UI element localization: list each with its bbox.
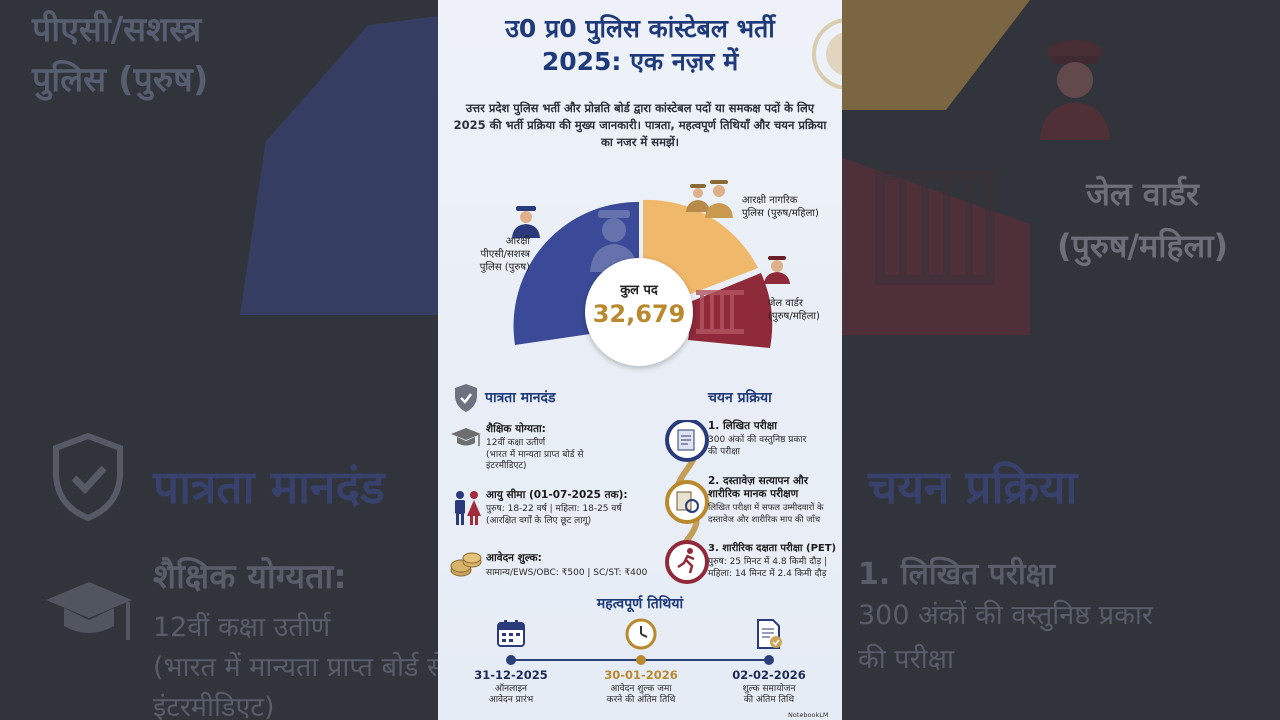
step-3-title: 3. शारीरिक दक्षता परीक्षा (PET) bbox=[708, 543, 837, 554]
education-text: 12वीं कक्षा उतीर्ण (भारत में मान्यता प्र… bbox=[486, 438, 584, 471]
bg-left-heading: पीएसी/सशस्त्र पुलिस (पुरुष) bbox=[32, 10, 209, 100]
document-check-date-icon bbox=[757, 619, 782, 649]
civil-police-icon bbox=[686, 180, 733, 218]
jail-icon bbox=[696, 290, 744, 334]
education-title: शैक्षिक योग्यता: bbox=[486, 423, 546, 435]
total-posts-label: कुल पद bbox=[620, 283, 658, 298]
bg-jail-icon bbox=[875, 170, 995, 285]
age-text: पुरुष: 18-22 वर्ष | महिला: 18-25 वर्ष (आ… bbox=[486, 504, 622, 526]
exam-paper-icon bbox=[677, 429, 695, 451]
bg-eligibility-heading: पात्रता मानदंड bbox=[153, 460, 385, 514]
posts-chart: आरक्षी पीएसी/सशस्त्र पुलिस (पुरुष) आरक्ष… bbox=[438, 180, 842, 380]
bg-selection-heading: चयन प्रक्रिया bbox=[868, 460, 1078, 514]
bg-shield-icon bbox=[53, 432, 123, 522]
brand-watermark: NotebookLM bbox=[788, 711, 829, 719]
date-3-desc: शुल्क समायोजन की अंतिम तिथि bbox=[742, 684, 796, 705]
calendar-icon bbox=[497, 620, 525, 647]
fee-text: सामान्य/EWS/OBC: ₹500 | SC/ST: ₹400 bbox=[486, 568, 648, 578]
date-2: 30-01-2026 bbox=[604, 668, 678, 682]
coins-icon bbox=[450, 552, 482, 577]
step-2-title: 2. दस्तावेज़ सत्यापन और शारीरिक मानक परी… bbox=[708, 475, 809, 500]
step-1-title: 1. लिखित परीक्षा bbox=[708, 420, 777, 432]
page-subtitle: उत्तर प्रदेश पुलिस भर्ती और प्रोन्नति बो… bbox=[453, 101, 827, 149]
shield-check-icon bbox=[455, 384, 477, 412]
page-title: उ0 प्र0 पुलिस कांस्टेबल भर्ती 2025: एक न… bbox=[505, 14, 775, 76]
label-jail-warder: जेल वार्डर (पुरुष/महिला) bbox=[768, 298, 820, 322]
total-posts-value: 32,679 bbox=[592, 300, 686, 328]
bg-orange-slice bbox=[820, 0, 1030, 110]
date-1: 31-12-2025 bbox=[474, 668, 548, 682]
clock-icon bbox=[625, 618, 657, 650]
police-seal-icon bbox=[812, 18, 842, 90]
bg-exam-heading: 1. लिखित परीक्षा bbox=[858, 557, 1056, 592]
step-1-text: 300 अंकों की वस्तुनिष्ठ प्रकार की परीक्ष… bbox=[708, 435, 807, 457]
step-3-text: पुरुष: 25 मिनट में 4.8 किमी दौड़ | महिला… bbox=[708, 557, 828, 579]
date-1-desc: ऑनलाइन आवेदन प्रारंभ bbox=[488, 684, 534, 705]
label-pac: आरक्षी पीएसी/सशस्त्र पुलिस (पुरुष) bbox=[479, 236, 530, 273]
runner-icon bbox=[677, 548, 695, 574]
bg-edu-heading: शैक्षिक योग्यता: bbox=[153, 557, 347, 597]
timeline-dot-1 bbox=[506, 655, 516, 665]
date-2-desc: आवेदन शुल्क जमा करने की अंतिम तिथि bbox=[606, 684, 676, 705]
label-civil-police: आरक्षी नागरिक पुलिस (पुरुष/महिला) bbox=[742, 195, 819, 219]
male-female-icon bbox=[455, 491, 481, 525]
bg-exam-text: 300 अंकों की वस्तुनिष्ठ प्रकार की परीक्ष… bbox=[858, 600, 1153, 675]
age-title: आयु सीमा (01-07-2025 तक): bbox=[486, 489, 628, 501]
bg-officer-icon bbox=[1040, 40, 1110, 140]
jail-warder-icon bbox=[764, 256, 790, 284]
timeline-dot-2 bbox=[636, 655, 646, 665]
pac-officer-small-icon bbox=[512, 206, 540, 238]
dates-heading: महत्वपूर्ण तिथियां bbox=[596, 596, 684, 612]
selection-heading: चयन प्रक्रिया bbox=[708, 390, 772, 406]
timeline-dot-3 bbox=[764, 655, 774, 665]
graduation-cap-icon bbox=[451, 428, 481, 446]
total-posts-circle: कुल पद 32,679 bbox=[585, 258, 693, 366]
bg-graduation-cap-icon bbox=[46, 582, 132, 640]
fee-title: आवेदन शुल्क: bbox=[486, 552, 542, 564]
date-3: 02-02-2026 bbox=[732, 668, 806, 682]
document-check-icon bbox=[676, 491, 699, 513]
bg-right-heading: जेल वार्डर (पुरुष/महिला) bbox=[1057, 175, 1229, 265]
bg-edu-text: 12वीं कक्षा उतीर्ण (भारत में मान्यता प्र… bbox=[153, 612, 446, 720]
step-2-text: लिखित परीक्षा में सफल उम्मीदवारों के दस्… bbox=[708, 503, 824, 525]
infographic-panel: उ0 प्र0 पुलिस कांस्टेबल भर्ती 2025: एक न… bbox=[438, 0, 842, 720]
selection-track bbox=[665, 420, 709, 584]
eligibility-heading: पात्रता मानदंड bbox=[485, 390, 556, 406]
